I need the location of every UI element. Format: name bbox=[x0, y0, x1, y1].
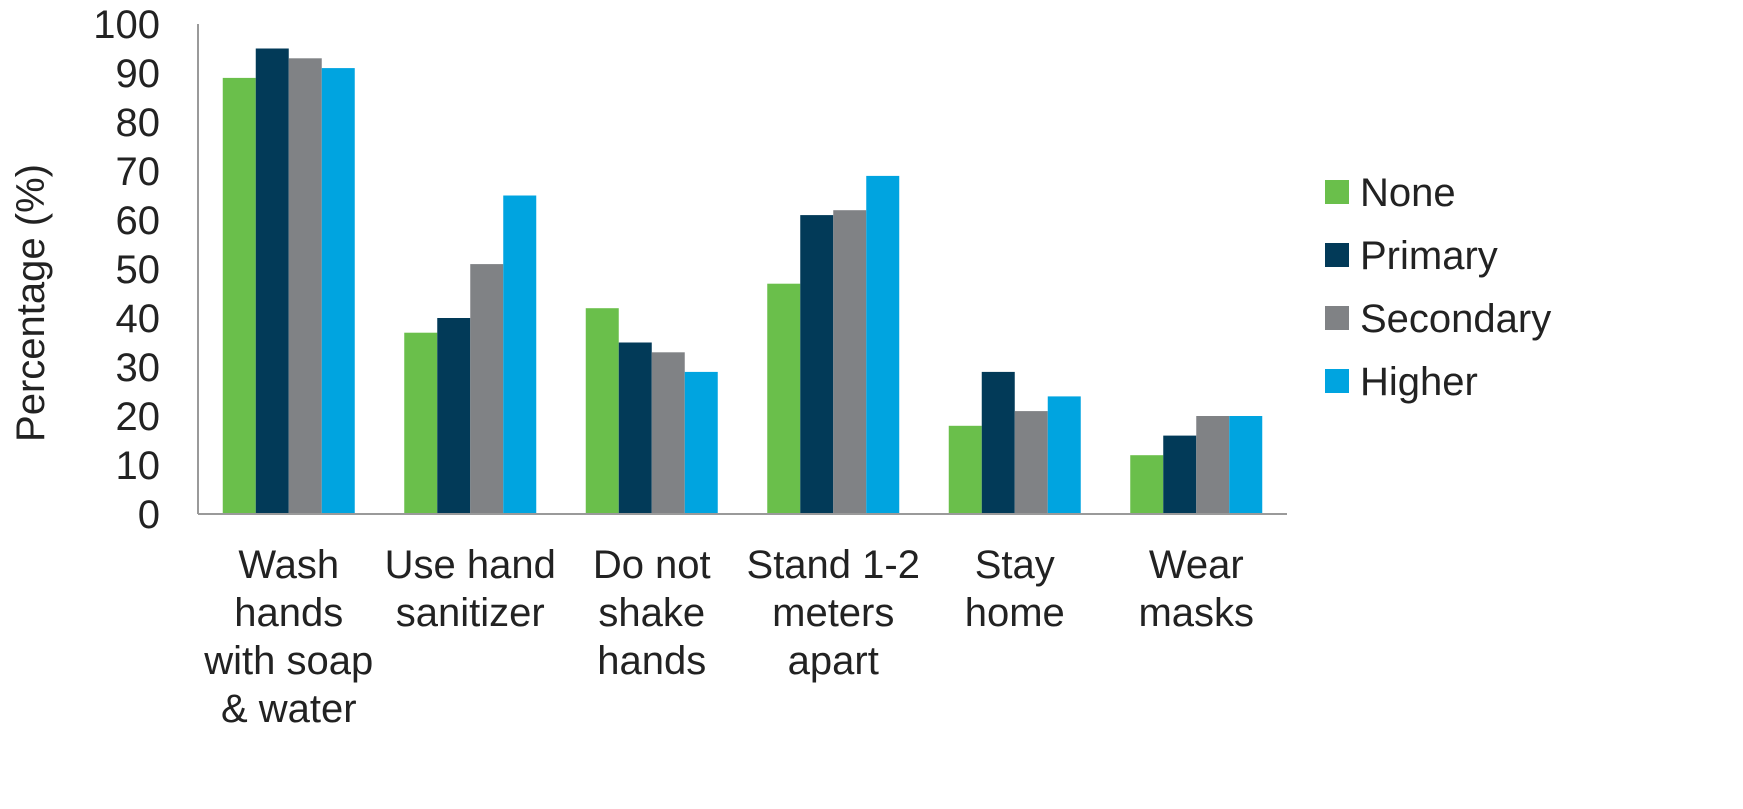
legend-label-primary: Primary bbox=[1360, 234, 1498, 278]
y-tick-label: 30 bbox=[116, 346, 161, 390]
y-axis-label: Percentage (%) bbox=[9, 164, 53, 442]
bar-none bbox=[585, 308, 619, 514]
category-label: Stand 1-2 meters apart bbox=[747, 543, 920, 683]
legend-swatch-higher bbox=[1325, 369, 1349, 393]
category-label-line: Stand 1-2 bbox=[747, 543, 920, 587]
bar-higher bbox=[321, 68, 355, 514]
legend-swatch-none bbox=[1325, 180, 1349, 204]
y-tick-label: 50 bbox=[116, 248, 161, 292]
y-tick-label: 90 bbox=[116, 52, 161, 96]
bar-secondary bbox=[288, 58, 322, 515]
bar-primary bbox=[255, 48, 289, 514]
bar-primary bbox=[981, 371, 1015, 514]
bar-none bbox=[767, 283, 801, 514]
category-label: Do not shake hands bbox=[593, 543, 711, 683]
bar-secondary bbox=[1196, 416, 1230, 514]
category-label-line: shake bbox=[598, 591, 705, 635]
category-label: Wash hands with soap & water bbox=[203, 543, 373, 731]
legend: None Primary Secondary Higher bbox=[1325, 171, 1551, 404]
category-label-line: home bbox=[965, 591, 1065, 635]
category-label: Stay home bbox=[965, 543, 1065, 635]
y-tick-label: 80 bbox=[116, 101, 161, 145]
bar-none bbox=[222, 77, 256, 515]
y-tick-label: 10 bbox=[116, 444, 161, 488]
category-label-line: Do not bbox=[593, 543, 711, 587]
category-label-line: apart bbox=[788, 639, 879, 683]
y-tick-label: 0 bbox=[138, 493, 160, 537]
bar-primary bbox=[437, 318, 471, 514]
bar-higher bbox=[1047, 396, 1081, 514]
legend-swatch-primary bbox=[1325, 243, 1349, 267]
legend-label-higher: Higher bbox=[1360, 360, 1478, 404]
bar-primary bbox=[1163, 435, 1197, 514]
category-label-line: sanitizer bbox=[396, 591, 545, 635]
category-label-line: & water bbox=[221, 687, 357, 731]
y-tick-label: 70 bbox=[116, 150, 161, 194]
bar-higher bbox=[503, 195, 537, 514]
category-label-line: Wear bbox=[1149, 543, 1244, 587]
bar-secondary bbox=[470, 264, 504, 514]
bar-secondary bbox=[1014, 411, 1048, 514]
legend-swatch-secondary bbox=[1325, 306, 1349, 330]
category-label-line: Use hand bbox=[385, 543, 556, 587]
bar-higher bbox=[1229, 416, 1263, 514]
category-label-line: Stay bbox=[975, 543, 1055, 587]
bars-group bbox=[222, 48, 1263, 515]
y-tick-label: 20 bbox=[116, 395, 161, 439]
bar-none bbox=[948, 425, 982, 514]
y-tick-labels: 0 10 20 30 40 50 60 70 80 90 100 bbox=[93, 3, 160, 537]
category-label-line: meters bbox=[772, 591, 894, 635]
bar-higher bbox=[866, 175, 900, 514]
bar-primary bbox=[800, 215, 834, 514]
legend-label-secondary: Secondary bbox=[1360, 297, 1551, 341]
category-label-line: with soap bbox=[203, 639, 373, 683]
bar-none bbox=[1130, 455, 1164, 514]
bar-secondary bbox=[651, 352, 685, 514]
legend-label-none: None bbox=[1360, 171, 1456, 215]
bar-none bbox=[404, 332, 438, 514]
bar-primary bbox=[618, 342, 652, 514]
bar-higher bbox=[684, 371, 718, 514]
category-label-line: hands bbox=[597, 639, 706, 683]
y-tick-label: 60 bbox=[116, 199, 161, 243]
category-label: Use hand sanitizer bbox=[385, 543, 556, 635]
y-tick-label: 100 bbox=[93, 3, 160, 47]
bar-secondary bbox=[833, 210, 867, 514]
category-label-line: masks bbox=[1138, 591, 1254, 635]
category-label-line: Wash bbox=[238, 543, 339, 587]
category-label: Wear masks bbox=[1138, 543, 1254, 635]
y-tick-label: 40 bbox=[116, 297, 161, 341]
category-label-line: hands bbox=[234, 591, 343, 635]
